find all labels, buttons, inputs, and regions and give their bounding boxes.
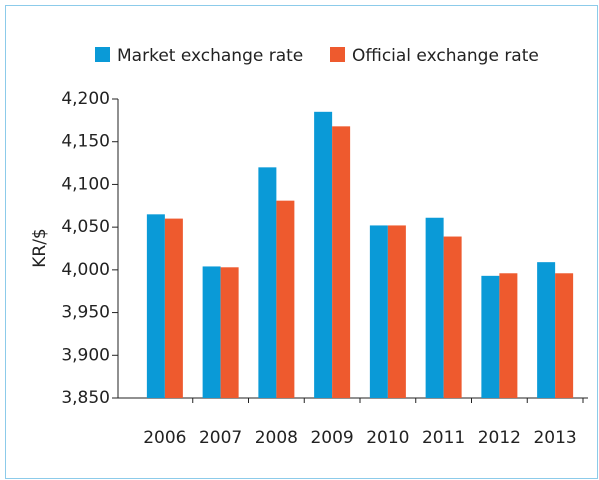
- bar: [499, 273, 518, 398]
- frame: [5, 5, 598, 479]
- bar: [481, 275, 500, 398]
- bar: [220, 267, 239, 398]
- x-tick-label: 2012: [478, 428, 521, 448]
- y-tick-label: 4,100: [61, 174, 110, 194]
- y-tick-label: 3,850: [61, 388, 110, 408]
- bar: [425, 217, 444, 398]
- bar: [443, 236, 462, 398]
- y-tick-label: 4,000: [61, 260, 110, 280]
- y-tick-label: 3,900: [61, 345, 110, 365]
- bar: [276, 200, 295, 398]
- y-tick-label: 3,950: [61, 303, 110, 323]
- bar: [202, 266, 221, 398]
- x-tick-label: 2013: [533, 428, 576, 448]
- bar: [387, 225, 406, 398]
- legend-label: Official exchange rate: [352, 46, 539, 66]
- y-axis-label: KR/$: [30, 228, 50, 268]
- bar: [555, 273, 574, 398]
- x-tick-label: 2006: [143, 428, 186, 448]
- y-tick-label: 4,200: [61, 89, 110, 109]
- y-tick-label: 4,050: [61, 217, 110, 237]
- x-tick-label: 2010: [366, 428, 409, 448]
- bar: [314, 111, 333, 399]
- x-tick-label: 2008: [255, 428, 298, 448]
- bar: [369, 225, 388, 398]
- x-tick-label: 2011: [422, 428, 465, 448]
- bar: [164, 218, 183, 398]
- legend-label: Market exchange rate: [117, 46, 303, 66]
- bar: [537, 262, 556, 398]
- bar: [146, 214, 165, 398]
- x-tick-label: 2009: [310, 428, 353, 448]
- legend-swatch: [330, 47, 345, 62]
- bar: [332, 126, 351, 398]
- x-tick-label: 2007: [199, 428, 242, 448]
- bar: [258, 167, 277, 398]
- y-tick-label: 4,150: [61, 132, 110, 152]
- legend-swatch: [95, 47, 110, 62]
